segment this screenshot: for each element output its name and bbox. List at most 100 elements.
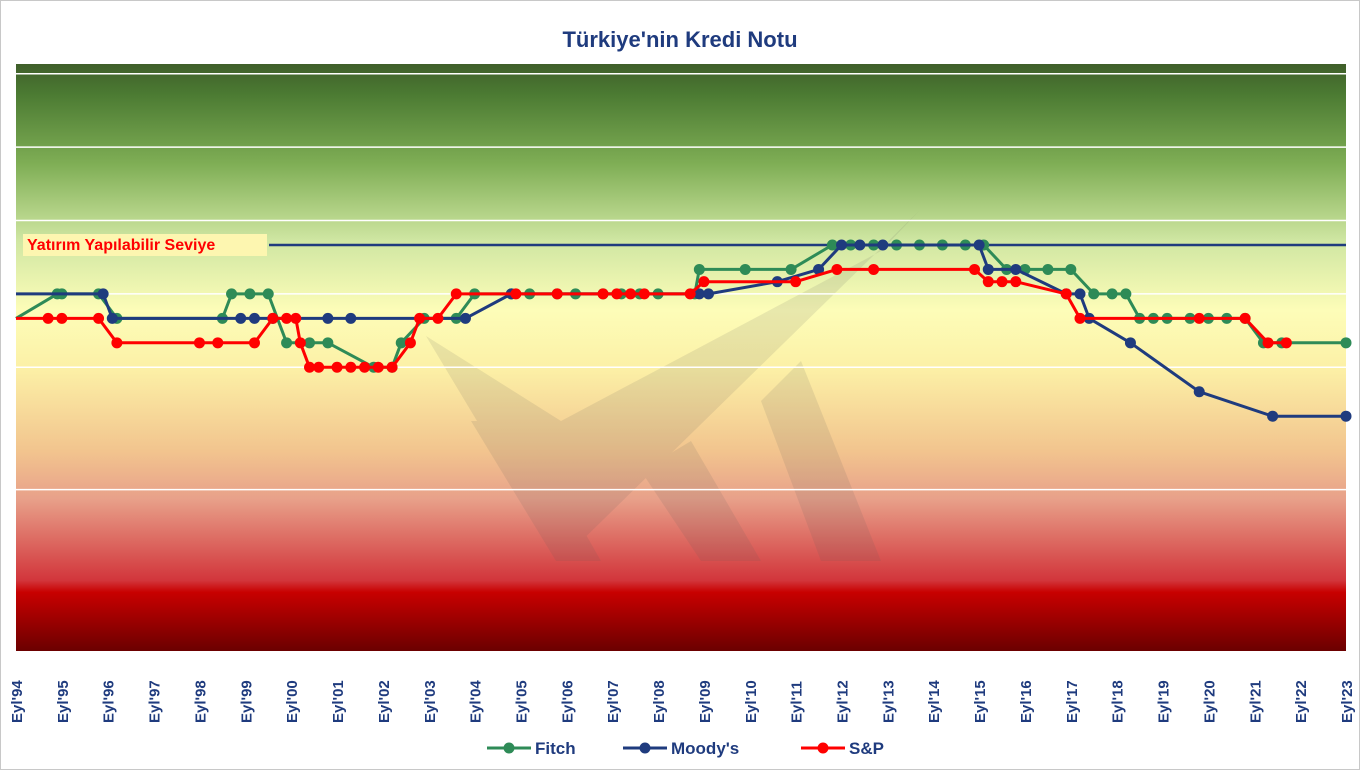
data-point [267, 312, 279, 324]
x-tick-label: Eyl'99 [238, 680, 255, 723]
data-point [212, 337, 224, 349]
data-point [395, 337, 407, 349]
data-point [693, 288, 705, 300]
data-point [459, 312, 471, 324]
data-point [826, 239, 838, 251]
x-tick-label: Eyl'00 [284, 680, 301, 723]
investment-grade-label: Yatırım Yapılabilir Seviye [27, 237, 215, 254]
data-point [248, 337, 260, 349]
data-point [854, 239, 866, 251]
legend-label: Moody's [671, 739, 739, 758]
x-tick-label: Eyl'18 [1110, 680, 1127, 723]
legend-item: S&P [801, 739, 884, 758]
data-point [42, 312, 54, 324]
plot-background [16, 64, 1346, 651]
chart-title: Türkiye'nin Kredi Notu [562, 27, 797, 52]
data-point [106, 312, 118, 324]
data-point [372, 361, 384, 373]
x-tick-label: Eyl'03 [422, 680, 439, 723]
legend-label: Fitch [535, 739, 576, 758]
data-point [193, 337, 205, 349]
data-point [973, 239, 985, 251]
data-point [345, 361, 357, 373]
data-point [1124, 337, 1136, 349]
legend-item: Moody's [623, 739, 739, 758]
investment-grade-label-bg [23, 233, 267, 256]
data-point [322, 337, 334, 349]
x-tick-label: Eyl'04 [468, 680, 485, 723]
data-point [404, 337, 416, 349]
data-point [304, 337, 316, 349]
data-point [386, 361, 398, 373]
x-tick-label: Eyl'94 [9, 680, 26, 723]
x-tick-label: Eyl'98 [192, 680, 209, 723]
data-point [1088, 288, 1100, 300]
data-point [235, 312, 247, 324]
data-point [611, 288, 623, 300]
data-point [313, 361, 325, 373]
data-point [248, 312, 260, 324]
data-point [432, 312, 444, 324]
x-tick-label: Eyl'12 [835, 680, 852, 723]
data-point [97, 288, 109, 300]
data-point [281, 312, 293, 324]
data-point [1120, 288, 1132, 300]
data-point [982, 263, 994, 275]
x-tick-label: Eyl'21 [1247, 680, 1264, 723]
x-axis-ticks: Eyl'94 Eyl'95 Eyl'96 Eyl'97 Eyl'98 Eyl'99 Eyl'… [9, 680, 1356, 723]
data-point [597, 288, 609, 300]
legend-swatch-marker [639, 742, 651, 754]
x-tick-label: Eyl'02 [376, 680, 393, 723]
data-point [111, 337, 123, 349]
data-point [739, 263, 751, 275]
x-tick-label: Eyl'22 [1293, 680, 1310, 723]
x-tick-label: Eyl'96 [101, 680, 118, 723]
data-point [785, 263, 797, 275]
data-point [969, 263, 981, 275]
data-point [322, 312, 334, 324]
data-point [290, 312, 302, 324]
x-tick-label: Eyl'95 [55, 680, 72, 723]
data-point [244, 288, 256, 300]
data-point [813, 263, 825, 275]
x-tick-label: Eyl'08 [651, 680, 668, 723]
data-point [450, 288, 462, 300]
x-tick-label: Eyl'09 [697, 680, 714, 723]
x-tick-label: Eyl'17 [1064, 680, 1081, 723]
data-point [1280, 337, 1292, 349]
x-tick-label: Eyl'01 [330, 680, 347, 723]
data-point [1042, 263, 1054, 275]
data-point [1267, 410, 1279, 422]
data-point [414, 312, 426, 324]
data-point [93, 312, 105, 324]
data-point [877, 239, 889, 251]
legend-swatch-marker [503, 742, 515, 754]
data-point [304, 361, 316, 373]
data-point [836, 239, 848, 251]
series-s-p [16, 263, 1292, 373]
x-tick-label: Eyl'14 [926, 680, 943, 723]
data-point [1340, 410, 1352, 422]
data-point [345, 312, 357, 324]
data-point [1060, 288, 1072, 300]
data-point [281, 337, 293, 349]
watermark-logo [426, 211, 919, 561]
data-point [790, 276, 802, 288]
data-point [868, 263, 880, 275]
data-point [693, 263, 705, 275]
x-tick-label: Eyl'07 [605, 680, 622, 723]
series-layer [15, 239, 1352, 422]
data-point [698, 276, 710, 288]
data-point [982, 276, 994, 288]
x-tick-label: Eyl'05 [513, 680, 530, 723]
data-point [331, 361, 343, 373]
data-point [510, 288, 522, 300]
data-point [1193, 386, 1205, 398]
x-tick-label: Eyl'10 [743, 680, 760, 723]
data-point [1262, 337, 1274, 349]
data-point [684, 288, 696, 300]
data-point [56, 312, 68, 324]
data-point [996, 276, 1008, 288]
